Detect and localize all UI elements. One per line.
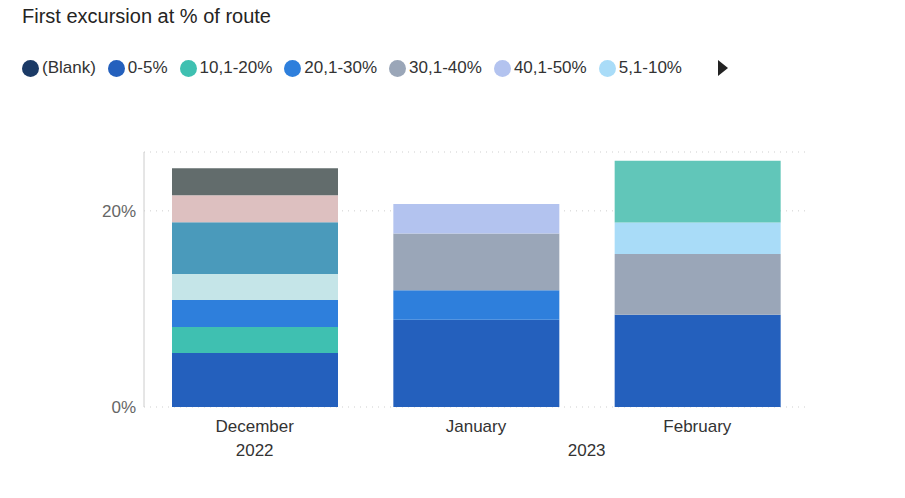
html-text:2023: 2023: [567, 441, 606, 460]
svg-text:February: February: [663, 417, 732, 436]
html-text:10,1-20%: 10,1-20%: [199, 58, 273, 77]
svg-text:20%: 20%: [102, 202, 136, 221]
html-text:(Blank): (Blank): [42, 58, 96, 77]
html-text:5,1-10%: 5,1-10%: [618, 58, 682, 77]
svg-text:December: December: [215, 417, 294, 436]
html-text:First excursion at % of route: First excursion at % of route: [22, 5, 271, 27]
svg-text:January: January: [446, 417, 507, 436]
html-text:2022: 2022: [235, 441, 274, 460]
html-text:0-5%: 0-5%: [127, 58, 168, 77]
html-text:40,1-50%: 40,1-50%: [513, 58, 587, 77]
html-text:30,1-40%: 30,1-40%: [409, 58, 482, 77]
html-text:20,1-30%: 20,1-30%: [304, 58, 378, 77]
svg-text:0%: 0%: [111, 398, 136, 417]
